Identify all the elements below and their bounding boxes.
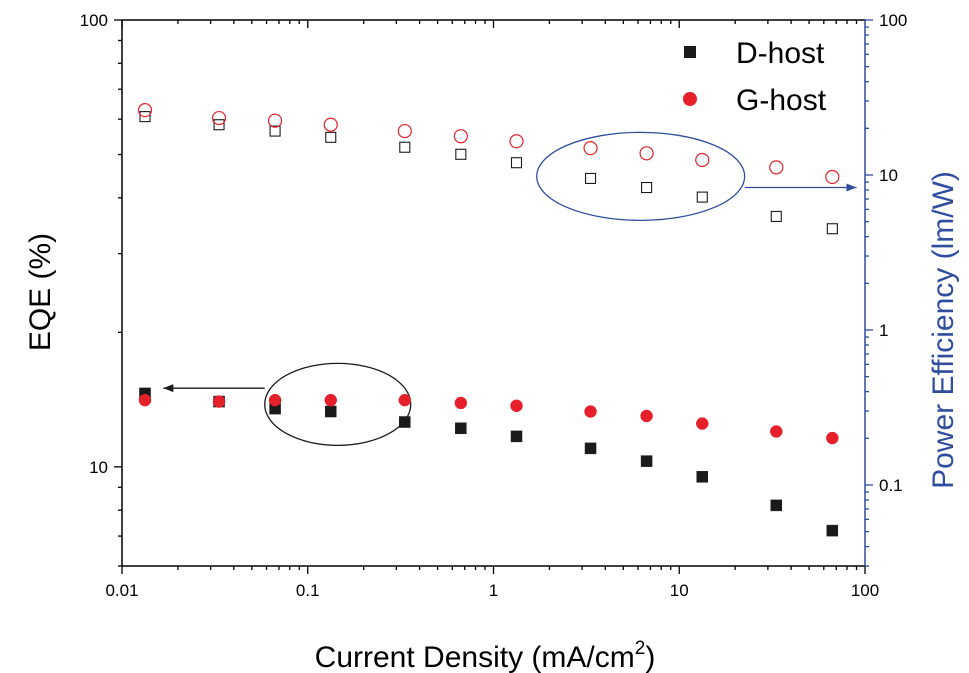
annotation-arrowhead	[163, 384, 174, 393]
annotation-arrowhead	[846, 183, 857, 192]
data-point-square	[696, 471, 709, 483]
x-axis-title-close: )	[645, 641, 655, 673]
series-g-host-left	[138, 393, 839, 445]
annotation-ellipse	[536, 131, 746, 221]
data-point-square	[826, 524, 839, 537]
data-point-circle	[695, 152, 710, 168]
data-point-square	[826, 223, 838, 235]
data-point-square	[455, 148, 467, 160]
x-tick-label: 0.1	[296, 581, 320, 600]
series-d-host-left	[139, 387, 839, 537]
data-point-circle	[398, 393, 412, 407]
data-point-circle	[453, 129, 468, 144]
data-point-circle	[510, 399, 523, 413]
data-point-square	[640, 455, 653, 467]
data-point-square	[399, 416, 411, 428]
data-point-circle	[268, 393, 282, 407]
data-point-circle	[584, 405, 597, 418]
data-point-square	[696, 191, 708, 203]
data-point-circle	[211, 110, 227, 126]
data-point-circle	[324, 393, 338, 407]
data-point-circle	[640, 409, 653, 423]
data-point-circle	[137, 103, 153, 118]
legend-label: D-host	[736, 37, 825, 70]
data-point-circle	[509, 134, 524, 149]
data-point-circle	[138, 393, 152, 407]
data-point-square	[770, 210, 782, 223]
data-point-circle	[826, 431, 839, 445]
y-axis-title: EQE (%)	[24, 233, 57, 351]
data-marks	[137, 103, 840, 537]
data-point-square	[455, 422, 467, 435]
legend-marker-square	[684, 46, 696, 58]
data-point-square	[139, 111, 151, 123]
data-point-square	[510, 430, 523, 443]
data-point-circle	[454, 396, 468, 410]
data-point-circle	[267, 113, 283, 128]
legend-marker-circle	[683, 92, 697, 106]
data-point-circle	[825, 169, 840, 185]
legend: D-host G-host	[683, 37, 827, 117]
x-tick-label: 0.01	[105, 581, 138, 600]
data-point-circle	[769, 160, 784, 175]
data-point-square	[213, 119, 225, 131]
data-point-circle	[696, 417, 709, 430]
y2-tick-label: 100	[879, 11, 907, 30]
data-point-square	[399, 141, 411, 153]
data-point-circle	[397, 123, 412, 139]
data-point-square	[325, 405, 337, 418]
y2-tick-label: 0.1	[879, 476, 903, 495]
y-tick-label: 100	[80, 11, 108, 30]
data-point-square	[269, 125, 281, 137]
data-point-circle	[212, 395, 226, 408]
series-d-host-right	[139, 111, 838, 235]
y-tick-label: 10	[89, 458, 108, 477]
series-g-host-right	[137, 103, 840, 185]
data-point-square	[770, 499, 783, 512]
annotations	[163, 131, 857, 447]
data-point-circle	[583, 141, 598, 156]
data-point-circle	[639, 146, 654, 161]
data-point-square	[584, 172, 597, 184]
x-tick-label: 100	[851, 581, 879, 600]
data-point-circle	[323, 117, 338, 132]
y2-tick-label: 1	[879, 321, 888, 340]
data-point-square	[584, 442, 597, 455]
x-axis-title-superscript: 2	[635, 638, 646, 659]
data-point-square	[325, 131, 337, 143]
annotation-ellipse	[264, 362, 412, 447]
data-point-square	[510, 157, 523, 169]
x-tick-label: 10	[670, 581, 689, 600]
data-point-circle	[770, 425, 783, 438]
legend-label: G-host	[736, 84, 827, 117]
x-tick-label: 1	[489, 581, 498, 600]
axes: 0.01 0.1 1 10 100 10 100 0.1 1 10 100	[80, 11, 908, 600]
y2-axis-title: Power Efficiency (lm/W)	[927, 171, 960, 489]
data-point-square	[641, 181, 653, 194]
x-axis-title: Current Density (mA/cm2)	[315, 638, 656, 673]
y2-tick-label: 10	[879, 166, 898, 185]
